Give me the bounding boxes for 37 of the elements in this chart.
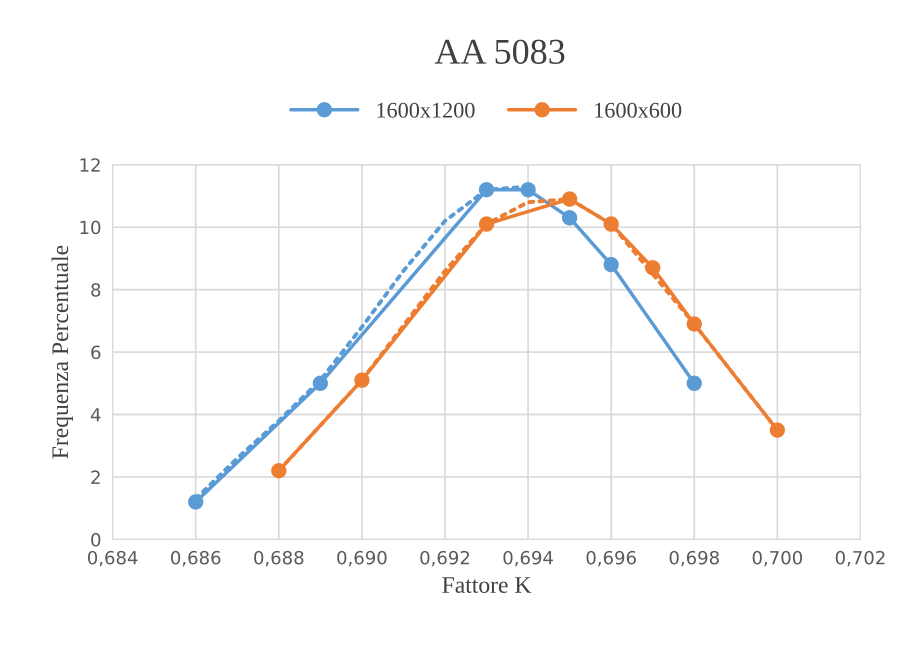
- point: [562, 210, 578, 226]
- point: [478, 182, 494, 198]
- point: [686, 376, 702, 391]
- x-tick-label: 0,696: [586, 550, 636, 566]
- legend-label: 1600x600: [595, 102, 682, 118]
- x-tick-label: 0,694: [503, 550, 553, 566]
- x-tick-label: 0,702: [836, 550, 884, 566]
- x-tick-label: 0,692: [420, 550, 470, 566]
- x-tick-label: 0,688: [254, 550, 304, 566]
- y-tick-label: 12: [80, 158, 100, 172]
- x-tick-label: 0,690: [337, 550, 387, 566]
- x-tick-label: 0,700: [752, 550, 802, 566]
- point: [188, 494, 204, 510]
- point: [645, 260, 660, 276]
- y-tick-label: 8: [91, 283, 100, 297]
- y-tick-label: 4: [90, 408, 100, 422]
- point: [686, 316, 702, 332]
- y-tick-label: 10: [80, 220, 100, 234]
- x-tick-label: 0,686: [171, 550, 220, 566]
- point: [770, 422, 785, 438]
- y-tick-label: 0: [91, 532, 100, 547]
- point: [520, 182, 536, 198]
- legend-label: 1600x1200: [377, 102, 475, 118]
- point: [312, 376, 328, 391]
- y-tick-label: 6: [91, 346, 100, 360]
- x-axis-title: Fattore K: [442, 577, 532, 593]
- x-tick-label: 0,698: [670, 550, 719, 566]
- y-axis-title: Frequenza Percentuale: [52, 246, 73, 459]
- point: [562, 191, 578, 207]
- chart-title: AA 5083: [434, 40, 564, 64]
- point: [604, 216, 619, 232]
- point: [478, 216, 494, 232]
- point: [354, 372, 370, 388]
- point: [604, 257, 619, 272]
- x-tick-label: 0,684: [88, 550, 138, 566]
- point: [271, 463, 286, 478]
- y-tick-label: 2: [91, 470, 100, 484]
